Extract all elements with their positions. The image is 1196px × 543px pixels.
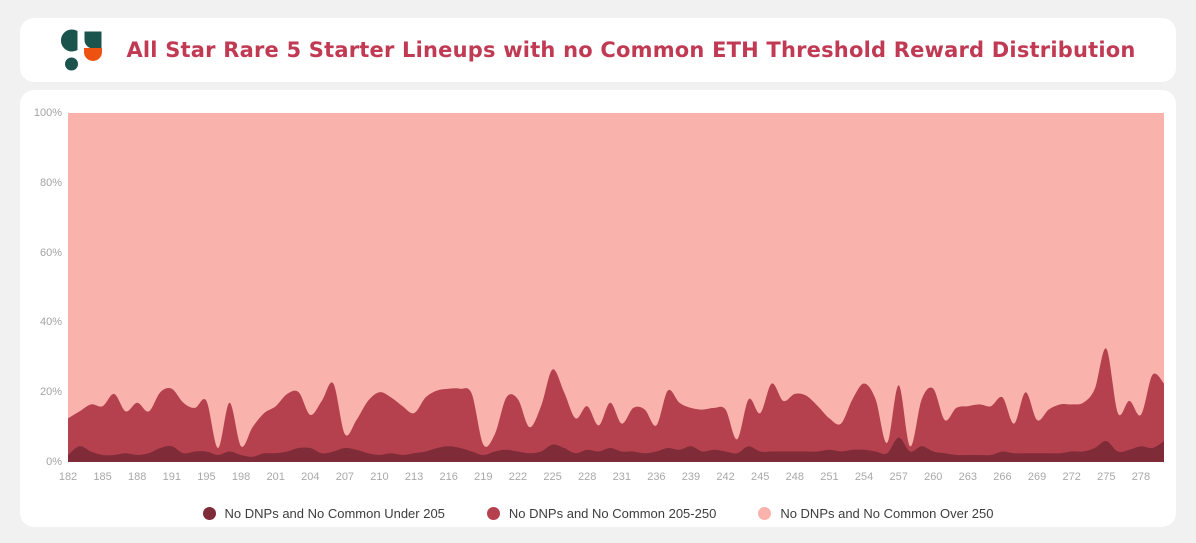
x-tick-label: 239 [681,471,701,483]
logo-half-disc [84,48,102,61]
x-tick-label: 248 [785,471,804,483]
y-axis: 0% 20% 40% 60% 80% 100% [26,107,62,468]
x-tick-label: 213 [404,471,424,483]
x-tick-label: 225 [543,471,562,483]
x-tick-label: 195 [197,471,216,483]
legend-dot [486,507,500,520]
legend-label: No DNPs and No Common 205-250 [508,506,717,521]
x-tick-label: 275 [1097,471,1116,483]
y-tick-label: 20% [39,386,62,399]
area-series-0 [68,437,1164,462]
x-tick-label: 278 [1131,471,1151,483]
x-tick-label: 204 [301,471,320,483]
header-card: All Star Rare 5 Starter Lineups with no … [20,18,1176,82]
x-tick-label: 263 [958,471,978,483]
x-tick-label: 272 [1062,471,1081,483]
legend-label: No DNPs and No Common Over 250 [780,506,994,521]
x-tick-label: 257 [889,471,908,483]
logo-dot [65,57,78,71]
y-tick-label: 0% [46,456,62,468]
x-tick-label: 266 [993,471,1012,483]
legend-item-0[interactable]: No DNPs and No Common Under 205 [202,506,445,521]
page-title: All Star Rare 5 Starter Lineups with no … [126,38,1136,62]
x-tick-label: 201 [266,471,285,483]
plot-area[interactable] [68,113,1164,462]
x-tick-label: 222 [508,471,528,483]
y-tick-label: 40% [39,316,62,329]
legend-item-2[interactable]: No DNPs and No Common Over 250 [758,506,993,521]
y-tick-label: 100% [33,107,62,119]
x-tick-label: 219 [474,471,493,483]
logo-square [84,31,102,49]
x-tick-label: 231 [612,471,631,483]
x-tick-label: 254 [854,471,874,483]
x-tick-label: 245 [751,471,770,483]
plot-svg [68,113,1164,462]
logo-graphic [60,29,102,71]
sorare-data-logo [60,28,104,72]
x-tick-label: 242 [716,471,735,483]
legend: No DNPs and No Common Under 205 No DNPs a… [20,506,1176,521]
y-tick-label: 60% [39,246,62,259]
x-tick-label: 182 [58,471,78,483]
x-tick-label: 260 [924,471,943,483]
x-tick-label: 185 [93,471,112,483]
area-series-2 [68,113,1164,462]
legend-dot [758,507,772,520]
x-tick-label: 228 [577,471,597,483]
x-tick-label: 207 [335,471,355,483]
x-tick-label: 251 [820,471,839,483]
legend-label: No DNPs and No Common Under 205 [224,506,445,521]
x-tick-label: 191 [162,471,182,483]
x-tick-label: 236 [647,471,666,483]
x-tick-label: 269 [1027,471,1047,483]
chart-card: 0% 20% 40% 60% 80% 100% 182 185 188 191 195 198 201… [20,90,1176,527]
legend-dot [202,507,216,520]
x-tick-label: 198 [231,471,251,483]
y-tick-label: 80% [39,176,62,189]
x-tick-label: 216 [439,471,458,483]
x-tick-label: 188 [128,471,147,483]
x-axis: 182 185 188 191 195 198 201 204 207 210 213 216 219 2… [59,471,1164,487]
x-tick-label: 210 [370,471,389,483]
area-series-1 [68,348,1164,462]
legend-item-1[interactable]: No DNPs and No Common 205-250 [486,506,717,521]
logo-crescent [60,29,78,52]
